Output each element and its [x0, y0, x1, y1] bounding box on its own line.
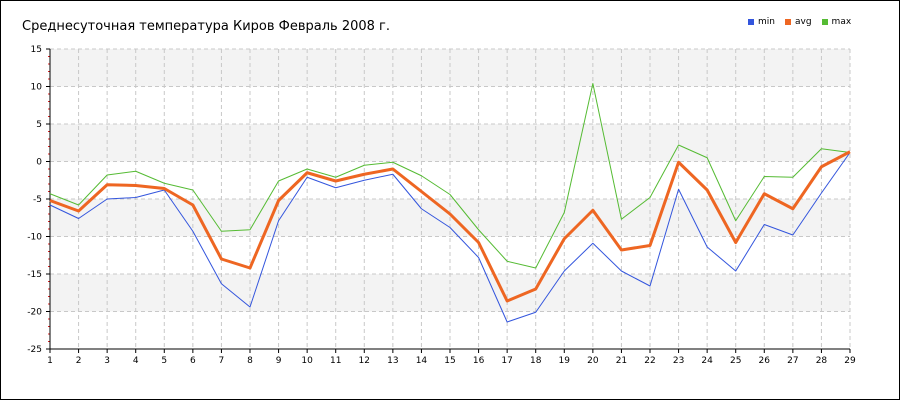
chart-title: Среднесуточная температура Киров Февраль…: [22, 19, 391, 34]
legend-label-avg: avg: [794, 17, 812, 27]
legend-label-max: max: [831, 17, 852, 27]
x-tick-label: 26: [759, 356, 771, 366]
x-tick-label: 12: [359, 356, 370, 366]
legend-swatch-min: [748, 19, 754, 25]
x-tick-label: 28: [816, 356, 828, 366]
legend-swatch-avg: [784, 19, 791, 25]
x-tick-label: 16: [473, 356, 485, 366]
y-tick-label: 15: [31, 45, 42, 55]
series-line-avg: [49, 150, 851, 303]
x-tick-label: 7: [219, 356, 225, 366]
x-tick-label: 5: [161, 356, 167, 366]
x-tick-label: 13: [387, 356, 398, 366]
chart-legend: min avg max: [748, 17, 851, 27]
y-tick-label: -15: [27, 270, 42, 280]
x-tick-label: 8: [247, 356, 253, 366]
x-tick-label: 21: [616, 356, 627, 366]
x-tick-label: 25: [730, 356, 741, 366]
x-tick-label: 4: [133, 356, 139, 366]
x-tick-label: 19: [559, 356, 571, 366]
series-line-min: [49, 152, 851, 323]
x-tick-label: 24: [701, 356, 713, 366]
x-tick-label: 14: [416, 356, 428, 366]
series-line-max: [49, 83, 851, 269]
y-tick-label: -5: [33, 195, 42, 205]
y-tick-label: -20: [27, 308, 42, 318]
legend-swatch-max: [821, 19, 828, 25]
y-tick-label: -25: [27, 345, 42, 355]
x-tick-label: 11: [330, 356, 341, 366]
y-tick-label: 5: [36, 120, 42, 130]
legend-item-min: min: [748, 17, 775, 27]
y-tick-label: 0: [36, 158, 42, 168]
x-tick-label: 29: [844, 356, 856, 366]
x-tick-label: 2: [76, 356, 82, 366]
x-tick-label: 18: [530, 356, 542, 366]
x-tick-label: 27: [787, 356, 798, 366]
legend-item-max: max: [821, 17, 852, 27]
x-tick-label: 15: [444, 356, 455, 366]
legend-label-min: min: [758, 17, 775, 27]
grid-band: [50, 274, 850, 312]
x-tick-label: 17: [501, 356, 512, 366]
x-tick-label: 23: [673, 356, 684, 366]
x-tick-label: 6: [190, 356, 196, 366]
x-tick-label: 1: [47, 356, 53, 366]
x-tick-label: 3: [104, 356, 110, 366]
legend-item-avg: avg: [784, 17, 812, 27]
y-tick-label: -10: [27, 233, 42, 243]
x-tick-label: 9: [276, 356, 282, 366]
y-tick-label: 10: [31, 83, 43, 93]
x-tick-label: 20: [587, 356, 599, 366]
x-tick-label: 10: [301, 356, 313, 366]
x-tick-label: 22: [644, 356, 655, 366]
